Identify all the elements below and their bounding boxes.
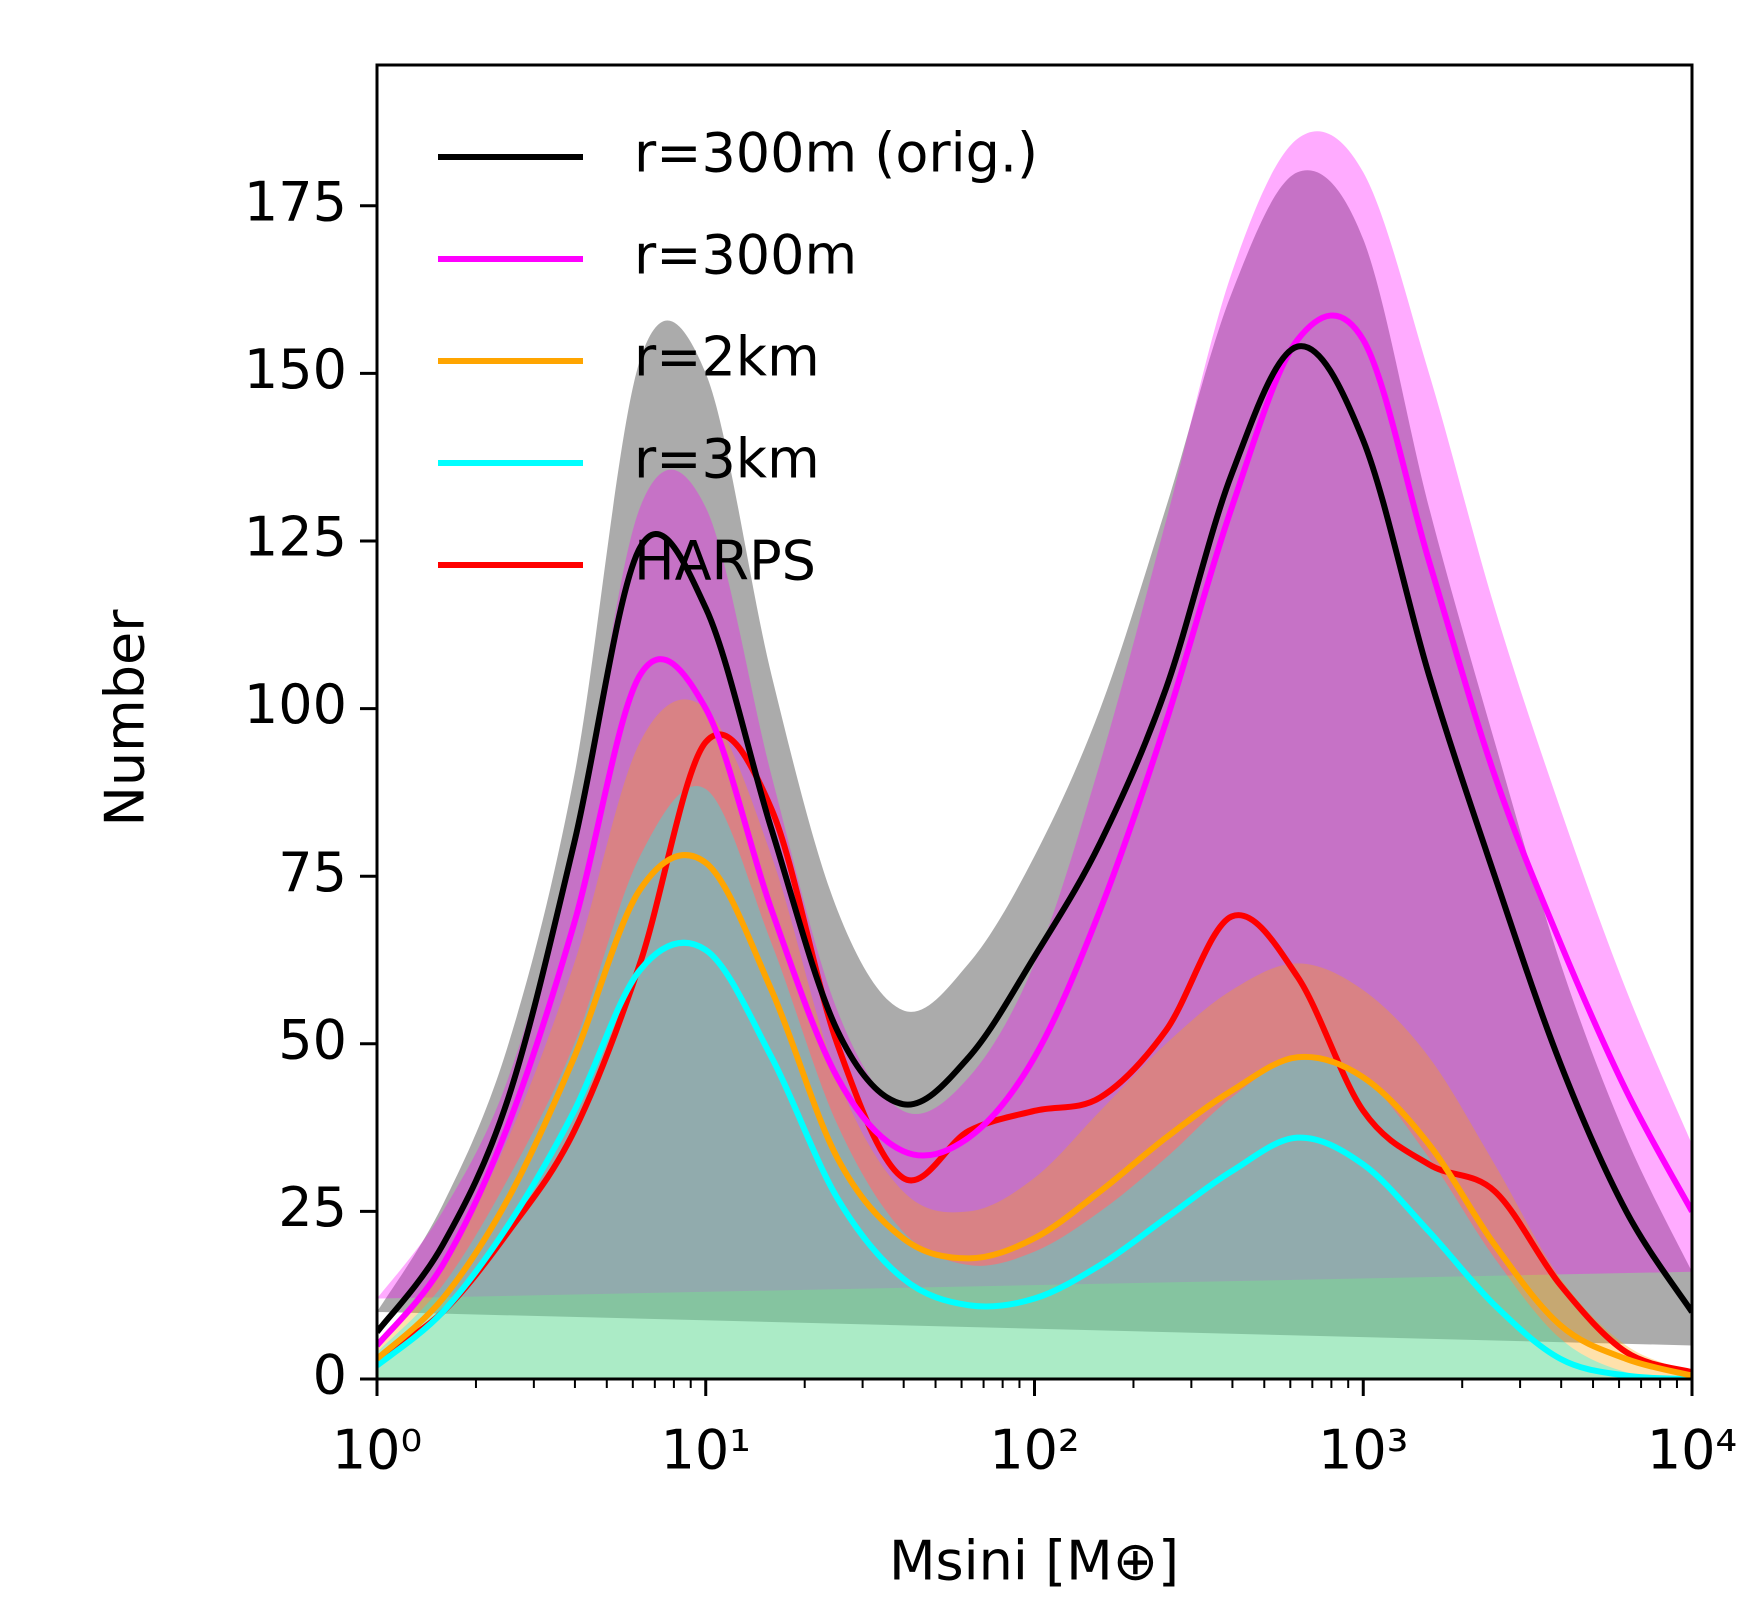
line [377, 731, 1692, 1376]
x-tick-label: 10⁴ [1647, 1419, 1737, 1482]
y-tick-label: 50 [278, 1008, 347, 1071]
legend-label: r=300m [634, 224, 857, 287]
y-tick-label: 75 [278, 841, 347, 904]
y-tick-label: 175 [244, 170, 347, 233]
legend-label: HARPS [634, 530, 816, 593]
line [377, 939, 1692, 1379]
y-tick-label: 125 [244, 506, 347, 569]
line [377, 312, 1692, 1348]
band [377, 170, 1692, 1346]
x-tick-label: 10² [989, 1419, 1079, 1482]
y-tick-label: 0 [313, 1344, 347, 1407]
line [377, 852, 1692, 1379]
y-tick-label: 150 [244, 338, 347, 401]
x-axis-label: Msini [M⊕] [889, 1530, 1179, 1593]
x-tick-label: 10¹ [661, 1419, 751, 1482]
line [377, 343, 1692, 1334]
x-tick-label: 10⁰ [332, 1419, 422, 1482]
legend-label: r=300m (orig.) [634, 122, 1038, 185]
y-tick-label: 100 [244, 673, 347, 736]
y-axis-label: Number [94, 609, 157, 827]
band [377, 131, 1692, 1299]
legend-label: r=3km [634, 428, 820, 491]
plot [377, 131, 1692, 1379]
x-tick-label: 10³ [1318, 1419, 1408, 1482]
legend-label: r=2km [634, 326, 820, 389]
y-tick-label: 25 [278, 1176, 347, 1239]
